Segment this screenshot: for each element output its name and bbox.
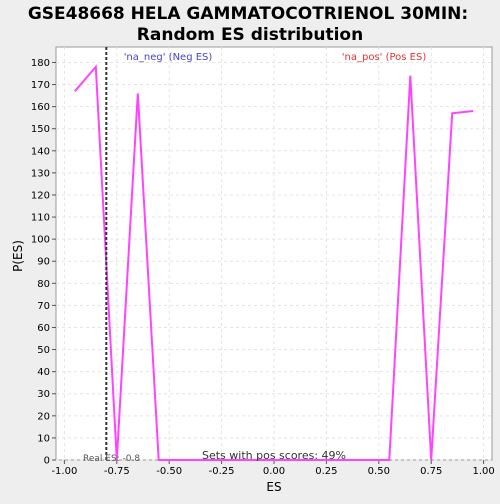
x-tick-label: 0.25 xyxy=(315,466,337,477)
y-tick-label: 120 xyxy=(31,190,50,201)
y-tick-label: 60 xyxy=(37,323,50,334)
neg-es-label: 'na_neg' (Neg ES) xyxy=(124,52,213,63)
y-tick-label: 140 xyxy=(31,146,50,157)
y-tick-label: 150 xyxy=(31,124,50,135)
es-distribution-line xyxy=(74,64,474,461)
y-tick-label: 160 xyxy=(31,102,50,113)
y-tick-label: 10 xyxy=(37,433,50,444)
y-tick-label: 70 xyxy=(37,301,50,312)
x-tick-label: -0.50 xyxy=(156,466,182,477)
y-tick-label: 50 xyxy=(37,345,50,356)
series-layer xyxy=(74,64,474,461)
x-tick-label: 0.00 xyxy=(263,466,285,477)
pos-scores-label: Sets with pos scores: 49% xyxy=(202,449,346,462)
x-tick-label: 0.75 xyxy=(420,466,442,477)
y-axis-label: P(ES) xyxy=(11,240,25,272)
y-tick-label: 130 xyxy=(31,168,50,179)
chart-title-line-1: GSE48668 HELA GAMMATOCOTRIENOL 30MIN: xyxy=(28,4,468,24)
x-tick-label: 1.00 xyxy=(472,466,494,477)
x-tick-label: -0.25 xyxy=(209,466,235,477)
y-tick-label: 20 xyxy=(37,411,50,422)
x-tick-label: 0.50 xyxy=(368,466,390,477)
pos-es-label: 'na_pos' (Pos ES) xyxy=(342,52,427,63)
axes: 0 10 20 30 40 50 60 70 80 90 100 110 120 130 140 150 160… xyxy=(31,58,495,477)
y-tick-label: 40 xyxy=(37,367,50,378)
y-tick-label: 180 xyxy=(31,58,50,69)
y-tick-label: 80 xyxy=(37,279,50,290)
x-tick-label: -0.75 xyxy=(104,466,130,477)
y-tick-label: 170 xyxy=(31,80,50,91)
y-tick-label: 0 xyxy=(44,456,50,467)
y-tick-label: 100 xyxy=(31,235,50,246)
x-axis-label: ES xyxy=(266,480,281,494)
chart-title-line-2: Random ES distribution xyxy=(137,25,363,45)
real-es-label: Real ES: -0.8 xyxy=(83,454,140,464)
y-tick-label: 110 xyxy=(31,213,50,224)
x-tick-label: -1.00 xyxy=(51,466,77,477)
y-tick-label: 90 xyxy=(37,257,50,268)
y-tick-label: 30 xyxy=(37,389,50,400)
